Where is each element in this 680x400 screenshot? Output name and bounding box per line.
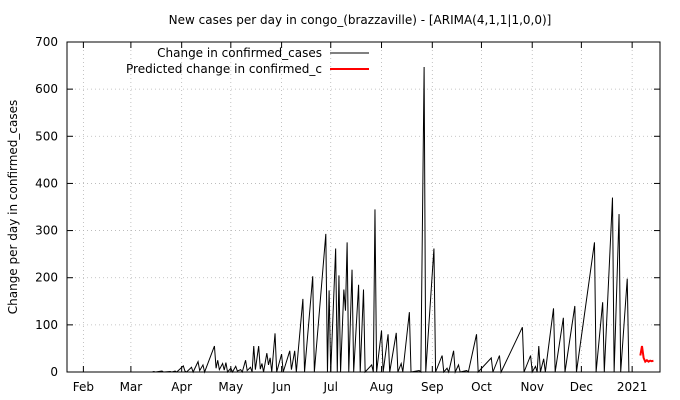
x-tick-label: Oct bbox=[471, 380, 492, 394]
x-tick-label: Dec bbox=[570, 380, 593, 394]
y-tick-label: 300 bbox=[35, 224, 58, 238]
y-tick-label: 600 bbox=[35, 82, 58, 96]
x-tick-label: Jun bbox=[271, 380, 291, 394]
legend-label-predicted: Predicted change in confirmed_c bbox=[126, 62, 322, 76]
y-tick-label: 200 bbox=[35, 271, 58, 285]
y-tick-label: 500 bbox=[35, 129, 58, 143]
legend: Change in confirmed_cases Predicted chan… bbox=[126, 46, 369, 76]
x-tick-label: Jul bbox=[322, 380, 337, 394]
x-tick-label: May bbox=[218, 380, 243, 394]
y-tick-label: 400 bbox=[35, 176, 58, 190]
axis-ticks: 0 100 200 300 400 500 600 700 Feb Mar Apr May Jun Jul… bbox=[35, 35, 660, 394]
y-tick-label: 100 bbox=[35, 318, 58, 332]
x-tick-label: Feb bbox=[73, 380, 94, 394]
x-tick-label: Nov bbox=[521, 380, 544, 394]
legend-label-confirmed: Change in confirmed_cases bbox=[157, 46, 322, 60]
plot-frame bbox=[66, 41, 661, 373]
y-tick-label: 700 bbox=[35, 35, 58, 49]
y-tick-label: 0 bbox=[50, 365, 58, 379]
x-tick-label: Mar bbox=[120, 380, 143, 394]
y-axis-label: Change per day in confirmed_cases bbox=[6, 100, 20, 315]
x-tick-label: Apr bbox=[171, 380, 192, 394]
x-tick-label: 2021 bbox=[617, 380, 648, 394]
x-tick-label: Sep bbox=[421, 380, 444, 394]
chart-title: New cases per day in congo_(brazzaville)… bbox=[169, 13, 552, 27]
grid bbox=[67, 42, 660, 372]
series-line-predicted bbox=[639, 345, 654, 364]
x-tick-label: Aug bbox=[370, 380, 393, 394]
